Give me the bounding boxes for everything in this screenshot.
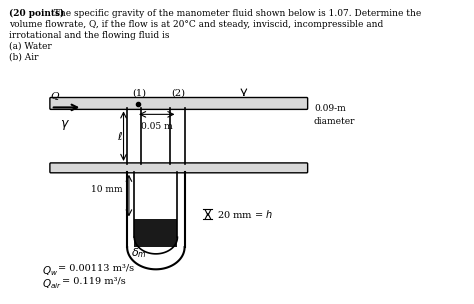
Bar	[176, 209, 177, 237]
Text: (2): (2)	[171, 88, 185, 98]
Text: (20 points): (20 points)	[9, 9, 64, 19]
Text: $\gamma$: $\gamma$	[60, 118, 70, 132]
Text: The specific gravity of the manometer fluid shown below is 1.07. Determine the: The specific gravity of the manometer fl…	[51, 9, 421, 18]
Text: (b) Air: (b) Air	[9, 53, 38, 62]
Bar	[134, 219, 177, 237]
Text: 0.05 m: 0.05 m	[141, 122, 173, 131]
Text: = 0.00113 m³/s: = 0.00113 m³/s	[58, 264, 134, 273]
Text: Q: Q	[51, 92, 59, 101]
Text: $Q_w$: $Q_w$	[42, 264, 58, 278]
Text: 10 mm: 10 mm	[91, 185, 123, 194]
Text: irrotational and the flowing fluid is: irrotational and the flowing fluid is	[9, 31, 169, 40]
FancyBboxPatch shape	[50, 163, 308, 173]
Text: diameter: diameter	[314, 117, 356, 126]
Text: (1): (1)	[132, 88, 146, 98]
Text: $\delta_m$: $\delta_m$	[131, 246, 146, 260]
FancyBboxPatch shape	[50, 98, 308, 109]
Text: $Q_{air}$: $Q_{air}$	[42, 277, 62, 291]
Text: (a) Water: (a) Water	[9, 42, 51, 51]
Text: 20 mm = $h$: 20 mm = $h$	[217, 209, 273, 220]
Text: volume flowrate, Q, if the flow is at 20°C and steady, inviscid, incompressible : volume flowrate, Q, if the flow is at 20…	[9, 20, 383, 29]
Text: 0.09-m: 0.09-m	[314, 105, 346, 113]
Text: = 0.119 m³/s: = 0.119 m³/s	[62, 277, 125, 286]
Bar	[134, 235, 177, 247]
Text: $\ell$: $\ell$	[117, 130, 123, 142]
